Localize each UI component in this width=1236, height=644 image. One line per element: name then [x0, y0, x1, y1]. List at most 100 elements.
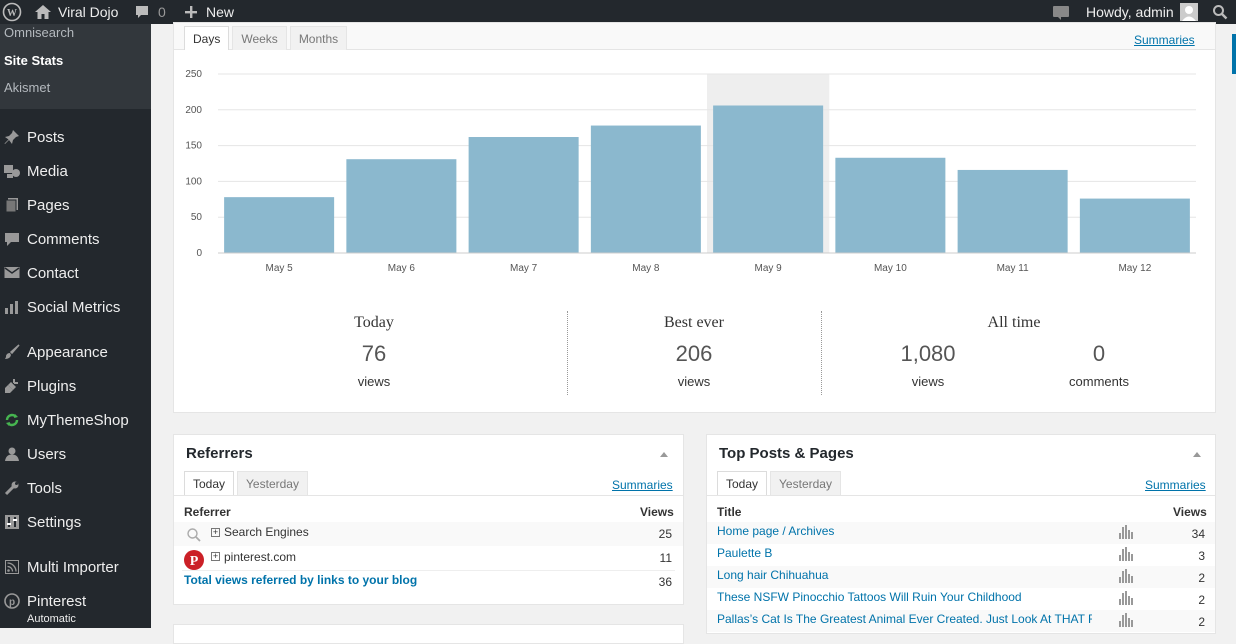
notifications-icon[interactable]: [1052, 0, 1070, 24]
views-bar-chart: 0 50 100 150 200 250 May 5 May 6 May 7 May 8 May 9…: [185, 69, 1196, 274]
submenu-item-site-stats[interactable]: Site Stats: [4, 53, 64, 68]
plus-icon: [185, 6, 197, 18]
tabs-baseline: [174, 495, 683, 496]
bar[interactable]: [590, 125, 701, 253]
referrers-tabs: Today Yesterday: [184, 471, 311, 495]
collapse-arrow-icon[interactable]: [1193, 452, 1201, 457]
user-icon: [2, 444, 22, 464]
admin-sidebar: Omnisearch Site Stats Akismet Posts Medi…: [0, 24, 151, 628]
top-posts-card: Top Posts & Pages Today Yesterday Summar…: [706, 434, 1216, 634]
best-ever-title: Best ever: [664, 314, 724, 331]
sidebar-item-contact[interactable]: Contact: [0, 258, 151, 288]
col-title: Title: [717, 505, 742, 519]
comments-link[interactable]: 0: [134, 0, 166, 24]
post-title-link[interactable]: Pallas’s Cat Is The Greatest Animal Ever…: [717, 612, 1092, 626]
search-icon: [186, 527, 202, 548]
chart-icon: [2, 297, 22, 317]
tab-today[interactable]: Today: [184, 471, 235, 495]
total-views-link[interactable]: Total views referred by links to your bl…: [184, 573, 418, 587]
bar-chart-icon[interactable]: [1119, 525, 1133, 544]
sidebar-item-appearance[interactable]: Appearance: [0, 337, 151, 367]
submenu-item-omnisearch[interactable]: Omnisearch: [4, 25, 75, 40]
mail-icon: [2, 263, 22, 283]
tab-weeks[interactable]: Weeks: [232, 26, 287, 50]
sidebar-item-media[interactable]: Media: [0, 156, 151, 186]
all-time-views-label: views: [911, 374, 945, 389]
svg-text:p: p: [9, 597, 15, 608]
tab-days[interactable]: Days: [184, 26, 230, 50]
sidebar-item-users[interactable]: Users: [0, 439, 151, 469]
expand-toggle-icon[interactable]: +: [211, 527, 220, 537]
bar-chart-icon[interactable]: [1119, 613, 1133, 632]
summaries-link[interactable]: Summaries: [1145, 478, 1206, 492]
sidebar-item-settings[interactable]: Settings: [0, 507, 151, 537]
new-content-link[interactable]: New: [184, 0, 234, 24]
pinterest-icon: p: [2, 591, 22, 611]
pin-icon: [2, 127, 22, 147]
site-name: Viral Dojo: [58, 4, 119, 20]
sidebar-item-pages[interactable]: Pages: [0, 190, 151, 220]
all-time-comments-value: 0: [1092, 341, 1106, 366]
site-name-link[interactable]: Viral Dojo: [34, 0, 118, 24]
stats-chart-card: Days Weeks Months Summaries 0 50 100 150 200…: [173, 22, 1216, 413]
sidebar-item-posts[interactable]: Posts: [0, 122, 151, 152]
search-icon[interactable]: [1212, 0, 1228, 24]
rss-icon: [2, 557, 22, 577]
col-views: Views: [640, 505, 674, 519]
sidebar-sub-automatic[interactable]: Automatic: [27, 613, 76, 625]
bar[interactable]: [346, 159, 457, 253]
wordpress-logo-icon[interactable]: W: [2, 0, 22, 24]
tab-yesterday[interactable]: Yesterday: [770, 471, 841, 495]
bar-chart-icon[interactable]: [1119, 569, 1133, 588]
my-account-link[interactable]: Howdy, admin: [1086, 0, 1198, 24]
col-referrer: Referrer: [184, 505, 231, 519]
scroll-indicator: [1232, 34, 1236, 74]
sidebar-item-label: Social Metrics: [27, 298, 121, 316]
submenu-item-akismet[interactable]: Akismet: [4, 80, 51, 95]
sidebar-item-label: Contact: [27, 264, 79, 282]
expand-toggle-icon[interactable]: +: [211, 551, 220, 561]
x-tick-label: May 10: [874, 263, 907, 274]
sidebar-item-social-metrics[interactable]: Social Metrics: [0, 292, 151, 322]
tab-yesterday[interactable]: Yesterday: [237, 471, 308, 495]
summaries-link[interactable]: Summaries: [1134, 33, 1195, 47]
table-row: [174, 522, 683, 546]
bar-chart-icon[interactable]: [1119, 547, 1133, 566]
col-views: Views: [1173, 505, 1207, 519]
post-title-link[interactable]: These NSFW Pinocchio Tattoos Will Ruin Y…: [717, 590, 1022, 604]
top-posts-tabs: Today Yesterday: [717, 471, 844, 495]
y-tick-label: 150: [185, 141, 202, 152]
sidebar-item-label: Appearance: [27, 343, 108, 361]
sidebar-item-comments[interactable]: Comments: [0, 224, 151, 254]
x-tick-label: May 9: [755, 263, 783, 274]
post-views: 34: [1191, 527, 1205, 541]
bar[interactable]: [468, 137, 579, 253]
bar[interactable]: [957, 169, 1068, 253]
post-title-link[interactable]: Long hair Chihuahua: [717, 568, 829, 582]
x-tick-label: May 11: [997, 263, 1029, 274]
new-label: New: [206, 4, 235, 20]
tab-months[interactable]: Months: [289, 26, 348, 50]
comment-icon: [136, 6, 148, 18]
sidebar-item-label: Posts: [27, 128, 65, 146]
bar[interactable]: [1079, 198, 1190, 253]
sidebar-item-tools[interactable]: Tools: [0, 473, 151, 503]
bar[interactable]: [224, 197, 335, 253]
referrer-views: 25: [658, 527, 672, 541]
referrer-name[interactable]: Search Engines: [224, 525, 309, 539]
refresh-icon: [2, 410, 22, 430]
brush-icon: [2, 342, 22, 362]
bar-chart-icon[interactable]: [1119, 591, 1133, 610]
referrer-name[interactable]: pinterest.com: [224, 550, 297, 564]
post-title-link[interactable]: Home page / Archives: [717, 524, 835, 538]
sidebar-item-pinterest[interactable]: p Pinterest: [0, 586, 151, 616]
summaries-link[interactable]: Summaries: [612, 478, 673, 492]
sidebar-item-mythemeshop[interactable]: MyThemeShop: [0, 405, 151, 435]
sidebar-item-multi-importer[interactable]: Multi Importer: [0, 552, 151, 582]
sidebar-item-plugins[interactable]: Plugins: [0, 371, 151, 401]
post-title-link[interactable]: Paulette B: [717, 546, 773, 560]
collapse-arrow-icon[interactable]: [660, 452, 668, 457]
tab-today[interactable]: Today: [717, 471, 768, 495]
bar[interactable]: [713, 105, 824, 253]
bar[interactable]: [835, 157, 946, 253]
